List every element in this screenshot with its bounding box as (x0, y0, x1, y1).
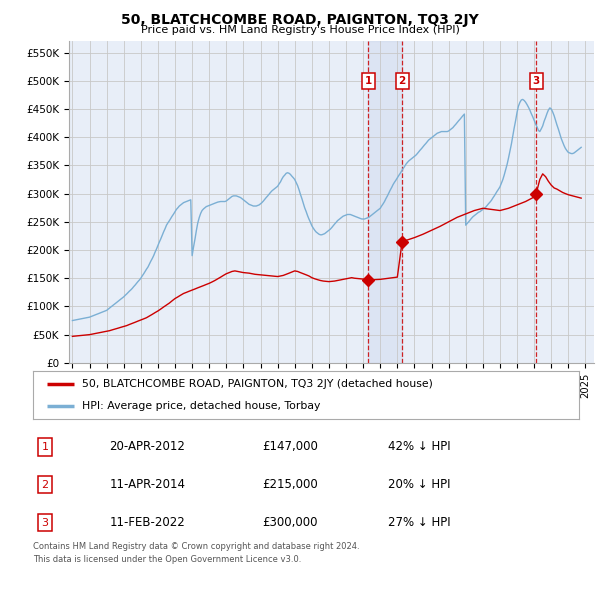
Text: 11-APR-2014: 11-APR-2014 (109, 478, 185, 491)
Text: £215,000: £215,000 (262, 478, 318, 491)
Text: 1: 1 (365, 76, 372, 86)
Text: HPI: Average price, detached house, Torbay: HPI: Average price, detached house, Torb… (82, 401, 320, 411)
Text: This data is licensed under the Open Government Licence v3.0.: This data is licensed under the Open Gov… (33, 555, 301, 563)
Text: 42% ↓ HPI: 42% ↓ HPI (388, 440, 451, 453)
Text: 2: 2 (398, 76, 406, 86)
Text: 1: 1 (41, 442, 49, 451)
Text: 11-FEB-2022: 11-FEB-2022 (109, 516, 185, 529)
Bar (368, 41, 402, 363)
Text: £147,000: £147,000 (262, 440, 318, 453)
Text: 20-APR-2012: 20-APR-2012 (109, 440, 185, 453)
Text: 20% ↓ HPI: 20% ↓ HPI (388, 478, 451, 491)
Text: 2: 2 (41, 480, 49, 490)
Text: Price paid vs. HM Land Registry's House Price Index (HPI): Price paid vs. HM Land Registry's House … (140, 25, 460, 35)
Text: 50, BLATCHCOMBE ROAD, PAIGNTON, TQ3 2JY (detached house): 50, BLATCHCOMBE ROAD, PAIGNTON, TQ3 2JY … (82, 379, 433, 389)
Text: 50, BLATCHCOMBE ROAD, PAIGNTON, TQ3 2JY: 50, BLATCHCOMBE ROAD, PAIGNTON, TQ3 2JY (121, 13, 479, 27)
Text: Contains HM Land Registry data © Crown copyright and database right 2024.: Contains HM Land Registry data © Crown c… (33, 542, 359, 550)
Text: 3: 3 (41, 517, 49, 527)
Text: £300,000: £300,000 (262, 516, 318, 529)
Text: 27% ↓ HPI: 27% ↓ HPI (388, 516, 451, 529)
Text: 3: 3 (533, 76, 540, 86)
